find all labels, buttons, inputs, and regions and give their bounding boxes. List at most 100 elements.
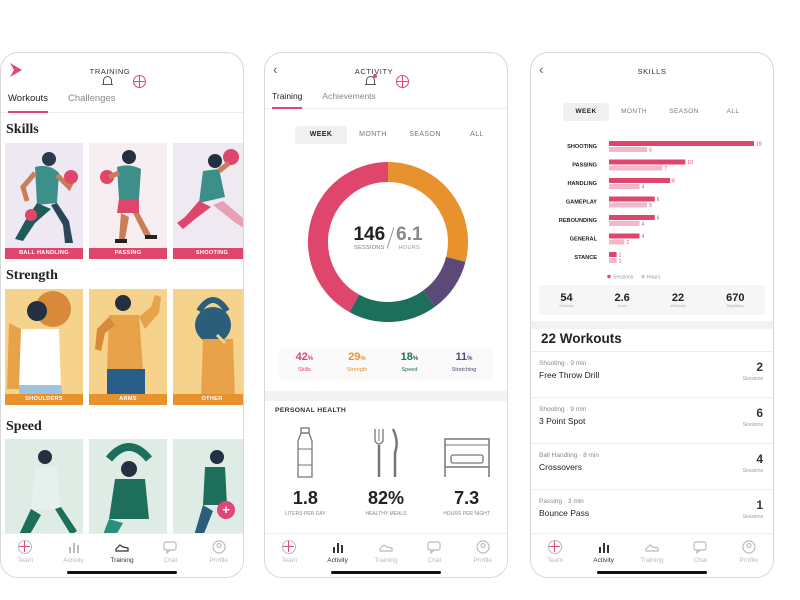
card-label: SHOOTING <box>173 248 243 259</box>
nav-label: Team <box>17 557 34 564</box>
arms-illustration <box>95 295 161 395</box>
nav-chat[interactable]: Chat <box>150 540 190 577</box>
summary-repetitions: 670 Repetitions <box>726 292 744 308</box>
sessions-label: SESSIONS <box>354 245 385 251</box>
period-all[interactable]: ALL <box>726 108 740 115</box>
tab-training[interactable]: Training <box>272 87 303 109</box>
period-season[interactable]: SEASON <box>409 131 441 138</box>
nav-team[interactable]: Team <box>269 540 309 577</box>
brand-logo-icon <box>10 63 22 77</box>
nav-team[interactable]: Team <box>5 540 45 577</box>
summary-value: 670 <box>726 292 745 304</box>
summary-label: Hours <box>617 304 627 308</box>
period-all[interactable]: ALL <box>470 131 484 138</box>
chat-icon <box>693 541 707 554</box>
bar-hours <box>609 239 625 245</box>
nav-profile[interactable]: Profile <box>729 540 769 577</box>
nav-label: Team <box>547 557 564 564</box>
donut-segment-speed <box>349 290 436 322</box>
card-label: PASSING <box>89 248 167 259</box>
tab-achievements[interactable]: Achievements <box>322 91 376 101</box>
chat-icon <box>163 541 177 554</box>
period-season[interactable]: SEASON <box>669 108 699 115</box>
card-label: ARMS <box>89 394 167 405</box>
card-passing[interactable]: PASSING <box>89 143 167 259</box>
bar-chart-icon <box>598 543 609 553</box>
nav-chat[interactable]: Chat <box>414 540 454 577</box>
nav-label: Training <box>640 557 664 564</box>
bell-icon[interactable] <box>365 73 378 88</box>
bar-value-label: 4 <box>642 222 645 228</box>
workout-item[interactable]: Shooting · 9 min 3 Point Spot 6 Sessions <box>531 397 773 443</box>
workout-count-label: Sessions <box>742 468 763 474</box>
shoulders-illustration <box>7 291 71 397</box>
period-month[interactable]: MONTH <box>359 131 387 138</box>
summary-value: 2.6 <box>614 292 630 304</box>
nav-training[interactable]: Training <box>366 540 406 577</box>
stat-speed: 18% Speed <box>401 348 419 380</box>
nav-label: Profile <box>209 557 228 564</box>
bar-sessions <box>609 196 655 202</box>
nav-activity[interactable]: Activity <box>318 540 358 577</box>
nav-label: Team <box>281 557 298 564</box>
nav-activity[interactable]: Activity <box>54 540 94 577</box>
health-stats: 1.8 LITERS PER DAY 82% HEALTHY MEALS 7.3… <box>265 427 507 517</box>
workout-name: 3 Point Spot <box>539 416 586 426</box>
card-arms[interactable]: ARMS <box>89 289 167 405</box>
workout-item[interactable]: Passing · 3 min Bounce Pass 1 Sessions <box>531 489 773 535</box>
add-button[interactable]: + <box>217 501 235 519</box>
stat-strength: 29% Strength <box>347 348 368 380</box>
tab-workouts[interactable]: Workouts <box>8 89 48 113</box>
page-title: TRAINING <box>89 66 131 76</box>
category-stats: 42% Skills 29% Strength 18% Speed 11% St… <box>279 348 493 380</box>
bar-value-label: 10 <box>687 160 693 166</box>
summary-label: Sessions <box>559 304 574 308</box>
strength-row: SHOULDERS ARMS OTHER <box>5 289 243 405</box>
stat-label: Stretching <box>451 367 477 373</box>
bottom-nav: Team Activity Training Chat Profile <box>531 533 773 577</box>
divider <box>386 227 395 249</box>
workout-item[interactable]: Ball Handling · 8 min Crossovers 4 Sessi… <box>531 443 773 489</box>
nav-training[interactable]: Training <box>632 540 672 577</box>
period-week[interactable]: WEEK <box>563 103 609 121</box>
category-label: HANDLING <box>567 181 597 187</box>
water-label: LITERS PER DAY <box>285 511 326 517</box>
basketball-icon[interactable] <box>396 74 410 88</box>
period-month[interactable]: MONTH <box>621 108 647 115</box>
card-other[interactable]: OTHER <box>173 289 243 405</box>
period-selector: WEEK MONTH SEASON ALL <box>295 126 503 144</box>
period-selector: WEEK MONTH SEASON ALL <box>563 103 757 121</box>
skills-row: BALL HANDLING PASSING <box>5 143 243 259</box>
card-label: SHOULDERS <box>5 394 83 405</box>
nav-profile[interactable]: Profile <box>199 540 239 577</box>
bar-value-label: 19 <box>756 142 762 148</box>
back-icon[interactable]: ‹ <box>539 61 545 77</box>
workout-item[interactable]: Shooting · 9 min Free Throw Drill 2 Sess… <box>531 351 773 397</box>
basketball-icon[interactable] <box>133 74 147 88</box>
nav-activity[interactable]: Activity <box>584 540 624 577</box>
workout-count-label: Sessions <box>742 514 763 520</box>
nav-chat[interactable]: Chat <box>680 540 720 577</box>
nav-profile[interactable]: Profile <box>463 540 503 577</box>
bell-icon[interactable] <box>102 75 114 88</box>
nav-training[interactable]: Training <box>102 540 142 577</box>
stat-unit: % <box>467 356 473 362</box>
back-icon[interactable]: ‹ <box>273 61 279 77</box>
card-label: BALL HANDLING <box>5 248 83 259</box>
nav-label: Chat <box>427 557 442 564</box>
nav-team[interactable]: Team <box>535 540 575 577</box>
health-sleep: 7.3 HOURS PER NIGHT <box>432 427 502 517</box>
home-indicator <box>67 571 177 574</box>
nav-label: Activity <box>593 557 614 564</box>
tab-challenges[interactable]: Challenges <box>67 93 116 104</box>
bar-value-label: 5 <box>649 203 652 209</box>
header: ‹ ACTIVITY <box>265 53 507 89</box>
period-week[interactable]: WEEK <box>295 126 347 144</box>
bar-value-label: 4 <box>642 234 645 240</box>
summary-workouts: 22 Workouts <box>671 292 686 308</box>
card-shoulders[interactable]: SHOULDERS <box>5 289 83 405</box>
skills-screen: ‹ SKILLS WEEK MONTH SEASON ALL SHOOTING 1… <box>530 52 774 578</box>
bar-value-label: 6 <box>657 197 660 203</box>
card-ball-handling[interactable]: BALL HANDLING <box>5 143 83 259</box>
card-shooting[interactable]: SHOOTING <box>173 143 243 259</box>
